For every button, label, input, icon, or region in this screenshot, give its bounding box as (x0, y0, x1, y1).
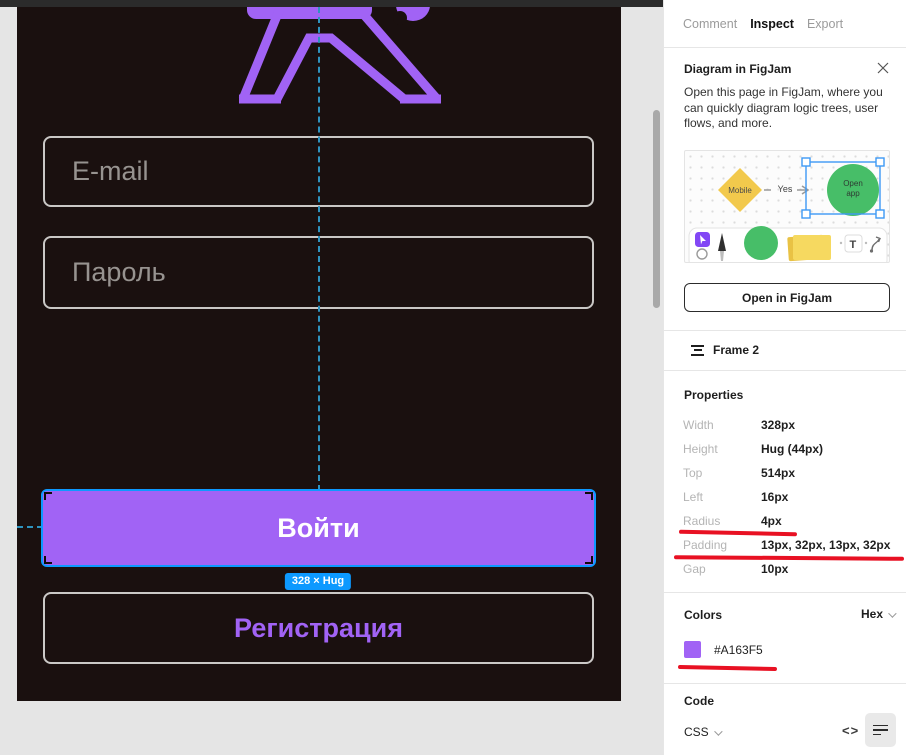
property-row-radius: Radius 4px (683, 514, 782, 528)
password-placeholder: Пароль (72, 257, 166, 287)
figjam-mini-toolbar: T (688, 226, 888, 262)
open-in-figjam-button[interactable]: Open in FigJam (684, 283, 890, 312)
register-button[interactable]: Регистрация (43, 592, 594, 664)
code-icon[interactable]: <> (842, 722, 860, 738)
properties-list: Width 328px Height Hug (44px) Top 514px … (664, 413, 906, 581)
code-view-toggles: <> (842, 713, 897, 747)
tab-comment[interactable]: Comment (683, 16, 738, 31)
colors-heading: Colors (684, 608, 723, 622)
code-language-select[interactable]: CSS (684, 725, 723, 739)
color-swatch[interactable] (684, 641, 701, 658)
text-tool-icon: T (850, 239, 857, 251)
code-language-value: CSS (684, 725, 709, 739)
auto-layout-icon (691, 344, 704, 356)
divider (664, 330, 906, 331)
color-hex-value: #A163F5 (714, 642, 763, 657)
list-icon (873, 724, 889, 736)
chevron-down-icon (713, 727, 723, 736)
login-screen-frame[interactable]: E-mail Пароль Войти 328 × Hug Регистраци… (17, 7, 621, 701)
figjam-preview-image: T Mobile Yes Open app (684, 150, 890, 263)
register-button-label: Регистрация (234, 612, 403, 643)
app-logo[interactable] (197, 7, 447, 107)
tab-inspect[interactable]: Inspect (750, 16, 794, 31)
selection-corner-handle[interactable] (44, 556, 52, 564)
preview-edge-label: Yes (777, 184, 793, 194)
selected-layer-row[interactable]: Frame 2 (664, 330, 906, 370)
login-button[interactable]: Войти (41, 489, 596, 567)
chevron-down-icon (888, 609, 897, 618)
divider (664, 683, 906, 684)
alignment-guide-horizontal (17, 526, 43, 528)
login-button-label: Войти (277, 512, 360, 543)
code-heading: Code (684, 694, 714, 708)
panel-tabs: Comment Inspect Export (683, 0, 843, 47)
diamond-shape (718, 168, 762, 212)
layer-name: Frame 2 (713, 343, 760, 357)
table-view-button[interactable] (865, 713, 897, 747)
open-in-figjam-label: Open in FigJam (741, 290, 832, 305)
tab-export[interactable]: Export (806, 16, 844, 31)
property-row-top: Top 514px (683, 466, 796, 480)
selection-corner-handle[interactable] (44, 492, 52, 500)
divider (664, 592, 906, 593)
color-format-value: Hex (860, 607, 883, 621)
close-icon[interactable] (876, 61, 890, 75)
selection-corner-handle[interactable] (585, 492, 593, 500)
property-row-width: Width 328px (683, 418, 796, 432)
property-row-left: Left 16px (683, 490, 789, 504)
toolbar-bottom-edge (0, 0, 663, 7)
property-row-gap: Gap 10px (683, 562, 789, 576)
preview-diamond-label: Mobile (728, 186, 752, 195)
color-format-select[interactable]: Hex (664, 607, 897, 621)
email-placeholder: E-mail (72, 156, 149, 186)
divider (664, 47, 906, 48)
divider (664, 370, 906, 371)
preview-node-label: Open app (843, 179, 863, 198)
size-badge: 328 × Hug (284, 573, 352, 590)
alignment-guide-vertical (318, 7, 320, 491)
color-swatch-row[interactable]: #A163F5 (684, 641, 763, 658)
design-canvas[interactable]: E-mail Пароль Войти 328 × Hug Регистраци… (0, 0, 663, 755)
annotation-underline-hex (677, 664, 778, 672)
inspect-panel: Comment Inspect Export Diagram in FigJam… (663, 0, 906, 755)
login-button-selection[interactable]: Войти (41, 489, 596, 567)
properties-heading: Properties (684, 388, 744, 402)
property-row-height: Height Hug (44px) (683, 442, 824, 456)
figjam-description: Open this page in FigJam, where you can … (684, 85, 883, 130)
canvas-scrollbar[interactable] (653, 110, 660, 308)
selection-corner-handle[interactable] (585, 556, 593, 564)
figjam-section-title: Diagram in FigJam (684, 62, 792, 76)
circle-node (827, 164, 879, 216)
property-row-padding: Padding 13px, 32px, 13px, 32px (683, 538, 891, 552)
